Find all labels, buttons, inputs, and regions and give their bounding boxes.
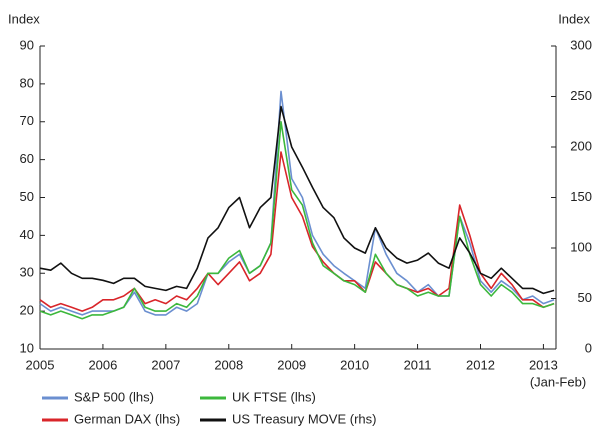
series-line [39, 151, 555, 312]
y2-tick-label: 250 [570, 88, 592, 103]
y2-tick-label: 300 [570, 37, 592, 52]
y-tick-label: 90 [20, 37, 34, 52]
x-note: (Jan-Feb) [530, 374, 586, 389]
y-tick-label: 60 [20, 151, 34, 166]
x-tick-label: 2010 [340, 357, 369, 372]
y-tick-label: 30 [20, 265, 34, 280]
y-tick-label: 50 [20, 189, 34, 204]
y-tick-label: 40 [20, 227, 34, 242]
y2-axis-title: Index [558, 11, 590, 26]
x-tick-label: 2008 [214, 357, 243, 372]
series-line [39, 121, 555, 320]
y-axis-title: Index [8, 11, 40, 26]
x-tick-label: 2009 [277, 357, 306, 372]
x-tick-label: 2007 [151, 357, 180, 372]
x-tick-label: 2005 [26, 357, 55, 372]
y2-tick-label: 100 [570, 239, 592, 254]
y2-tick-label: 150 [570, 189, 592, 204]
y-tick-label: 80 [20, 75, 34, 90]
y-tick-label: 20 [20, 303, 34, 318]
series-line [39, 105, 555, 295]
y2-tick-label: 200 [570, 138, 592, 153]
y2-tick-label: 0 [585, 340, 592, 355]
x-tick-label: 2006 [88, 357, 117, 372]
y-tick-label: 70 [20, 113, 34, 128]
legend-label: S&P 500 (lhs) [74, 389, 154, 404]
legend-label: UK FTSE (lhs) [232, 389, 316, 404]
legend-label: German DAX (lhs) [74, 411, 180, 426]
y2-tick-label: 50 [578, 290, 592, 305]
x-tick-label: 2011 [404, 357, 432, 372]
legend-label: US Treasury MOVE (rhs) [232, 411, 376, 426]
x-tick-label: 2012 [466, 357, 495, 372]
y-tick-label: 10 [20, 340, 34, 355]
x-tick-label: 2013 [529, 357, 558, 372]
